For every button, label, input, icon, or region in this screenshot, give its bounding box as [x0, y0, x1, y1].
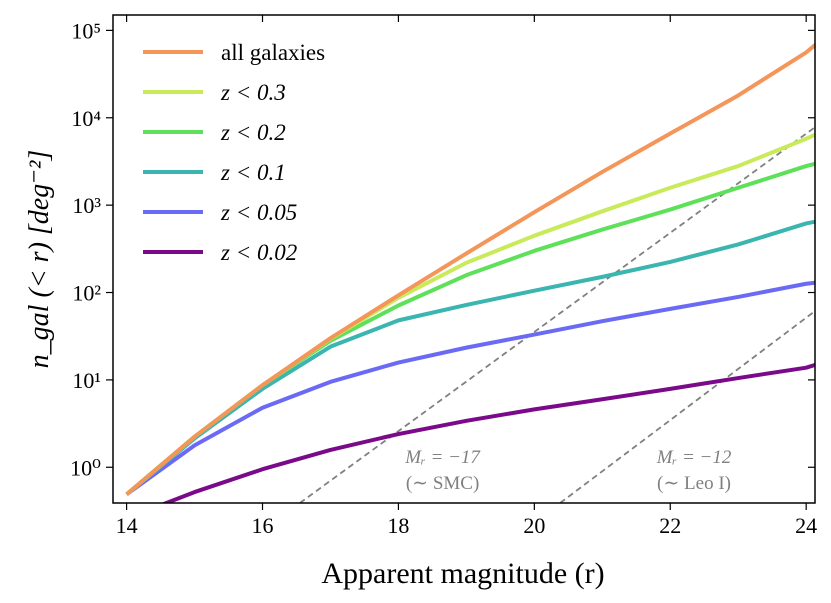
plot-area — [125, 42, 815, 503]
x-tick-label: 16 — [252, 513, 274, 538]
x-axis-label: Apparent magnitude (r) — [321, 557, 604, 590]
reference-line — [559, 309, 815, 503]
legend-label: z < 0.02 — [220, 240, 297, 265]
series-line — [160, 362, 815, 503]
series-line — [125, 42, 815, 496]
legend-label: z < 0.05 — [220, 200, 297, 225]
x-tick-label: 22 — [659, 513, 681, 538]
annotation: Mᵣ = −17 — [404, 447, 481, 468]
y-tick-label: 10⁵ — [71, 18, 101, 43]
legend-label: z < 0.3 — [220, 80, 286, 105]
y-tick-label: 10¹ — [72, 368, 101, 393]
y-tick-label: 10⁰ — [70, 455, 101, 480]
legend-label: all galaxies — [221, 40, 325, 65]
annotation-sub: (∼ SMC) — [406, 473, 479, 494]
y-tick-label: 10³ — [72, 193, 101, 218]
y-axis-label: n_gal (< r) [deg⁻²] — [24, 150, 55, 369]
x-tick-label: 18 — [387, 513, 409, 538]
annotation-sub: (∼ Leo I) — [657, 473, 731, 494]
x-tick-label: 14 — [116, 513, 138, 538]
x-tick-label: 24 — [795, 513, 817, 538]
series-line — [125, 219, 815, 496]
x-tick-label: 20 — [523, 513, 545, 538]
legend-label: z < 0.1 — [220, 160, 286, 185]
plot-frame — [112, 14, 816, 504]
series-line — [125, 280, 815, 496]
y-tick-label: 10² — [72, 281, 101, 306]
legend-label: z < 0.2 — [220, 120, 286, 145]
annotation: Mᵣ = −12 — [656, 447, 732, 468]
series-line — [125, 132, 815, 496]
y-tick-label: 10⁴ — [71, 106, 101, 131]
